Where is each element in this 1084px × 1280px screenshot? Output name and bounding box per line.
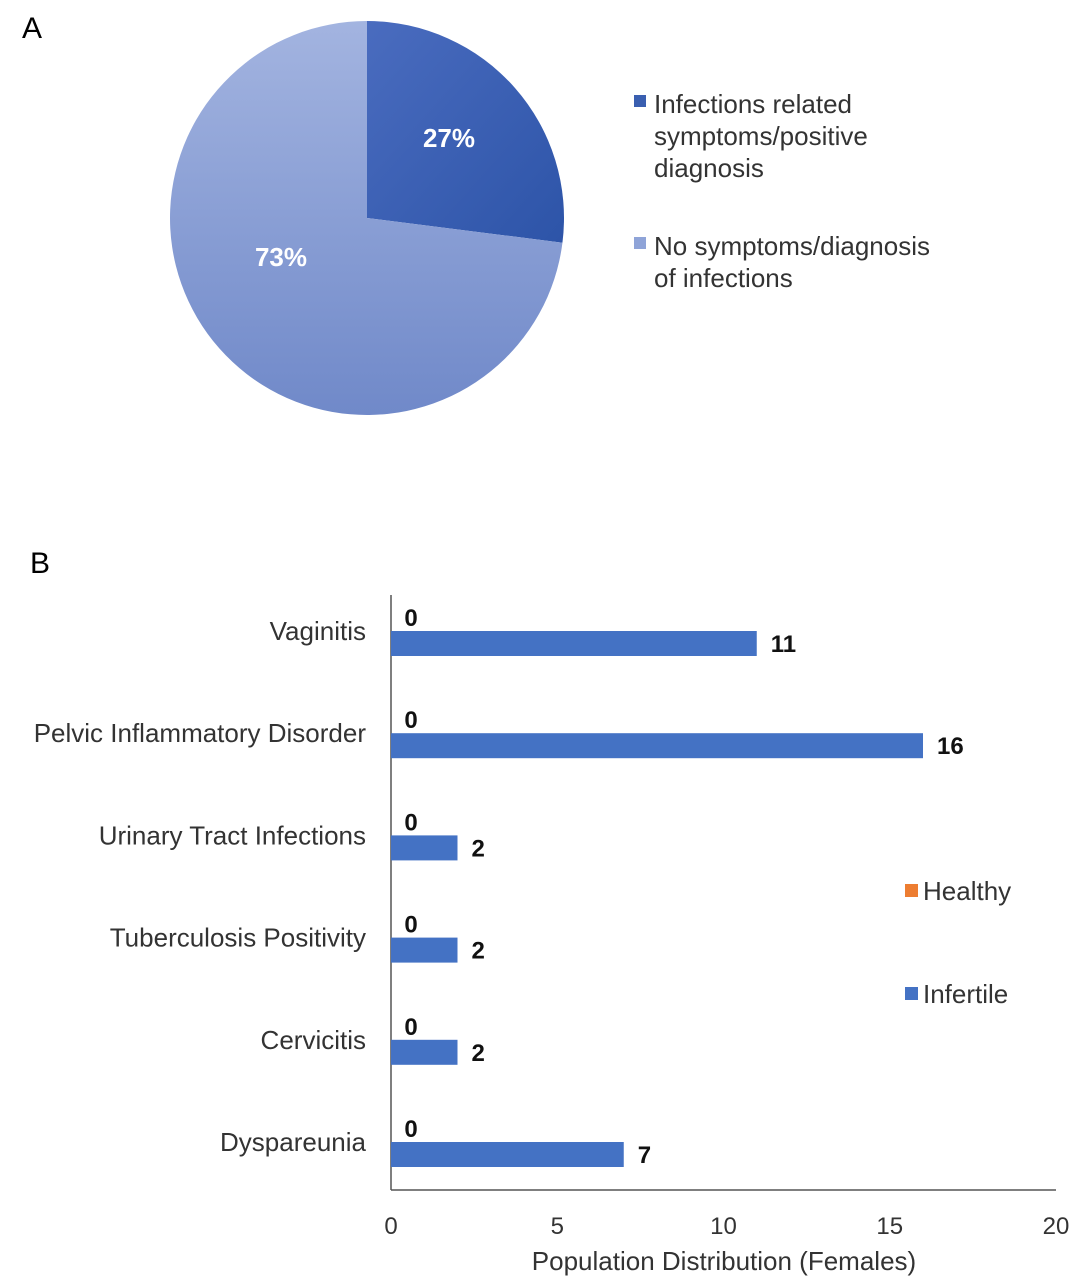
bar-infertile xyxy=(391,1039,458,1065)
pie-slice xyxy=(170,21,563,415)
x-tick-label: 0 xyxy=(384,1213,397,1240)
pie-legend: Infections relatedsymptoms/positivediagn… xyxy=(634,89,930,293)
data-label-infertile: 11 xyxy=(771,631,796,658)
bar-infertile xyxy=(391,631,757,656)
pie-chart: 27% 73% xyxy=(170,21,564,415)
bar-infertile xyxy=(391,733,923,759)
legend-swatch xyxy=(634,237,646,249)
legend-label: Healthy xyxy=(923,876,1011,906)
category-label: Urinary Tract Infections xyxy=(99,820,366,850)
x-tick-label: 5 xyxy=(551,1213,564,1240)
pie-slice-label: 73% xyxy=(255,242,307,272)
panel-b-label: B xyxy=(30,547,50,580)
data-label-infertile: 16 xyxy=(937,733,964,760)
category-label: Dyspareunia xyxy=(220,1127,367,1157)
bar-legend: Healthy Infertile xyxy=(905,876,1011,1009)
x-tick-label: 20 xyxy=(1043,1213,1070,1240)
pie-slice-label: 27% xyxy=(423,123,475,153)
data-label-healthy: 0 xyxy=(404,707,417,734)
x-axis-title: Population Distribution (Females) xyxy=(532,1246,916,1276)
legend-label: No symptoms/diagnosis xyxy=(654,231,930,261)
legend-label: of infections xyxy=(654,263,793,293)
data-label-healthy: 0 xyxy=(404,1014,417,1041)
panel-a-label: A xyxy=(22,12,42,45)
legend-swatch xyxy=(634,95,646,107)
pie-slice xyxy=(367,21,564,243)
x-tick-label: 10 xyxy=(710,1213,737,1240)
category-label: Cervicitis xyxy=(261,1025,366,1055)
legend-label: Infertile xyxy=(923,979,1008,1009)
bar-infertile xyxy=(391,1142,624,1167)
bar-infertile xyxy=(391,835,458,861)
legend-swatch xyxy=(905,987,918,1000)
legend-label: diagnosis xyxy=(654,153,764,183)
data-label-healthy: 0 xyxy=(404,1116,417,1143)
data-label-healthy: 0 xyxy=(404,605,417,632)
legend-label: symptoms/positive xyxy=(654,121,868,151)
data-label-infertile: 2 xyxy=(472,1040,485,1067)
category-label: Pelvic Inflammatory Disorder xyxy=(34,718,367,748)
bar-infertile xyxy=(391,937,458,963)
data-label-infertile: 2 xyxy=(472,835,485,862)
category-label: Tuberculosis Positivity xyxy=(110,923,366,953)
bar-chart: Vaginitis 0 11 Pelvic Inflammatory Disorder… xyxy=(34,595,1070,1276)
data-label-healthy: 0 xyxy=(404,912,417,939)
legend-label: Infections related xyxy=(654,89,852,119)
x-tick-label: 15 xyxy=(876,1213,903,1240)
legend-swatch xyxy=(905,884,918,897)
data-label-infertile: 7 xyxy=(638,1142,651,1169)
data-label-infertile: 2 xyxy=(472,938,485,965)
category-label: Vaginitis xyxy=(270,616,366,646)
data-label-healthy: 0 xyxy=(404,809,417,836)
